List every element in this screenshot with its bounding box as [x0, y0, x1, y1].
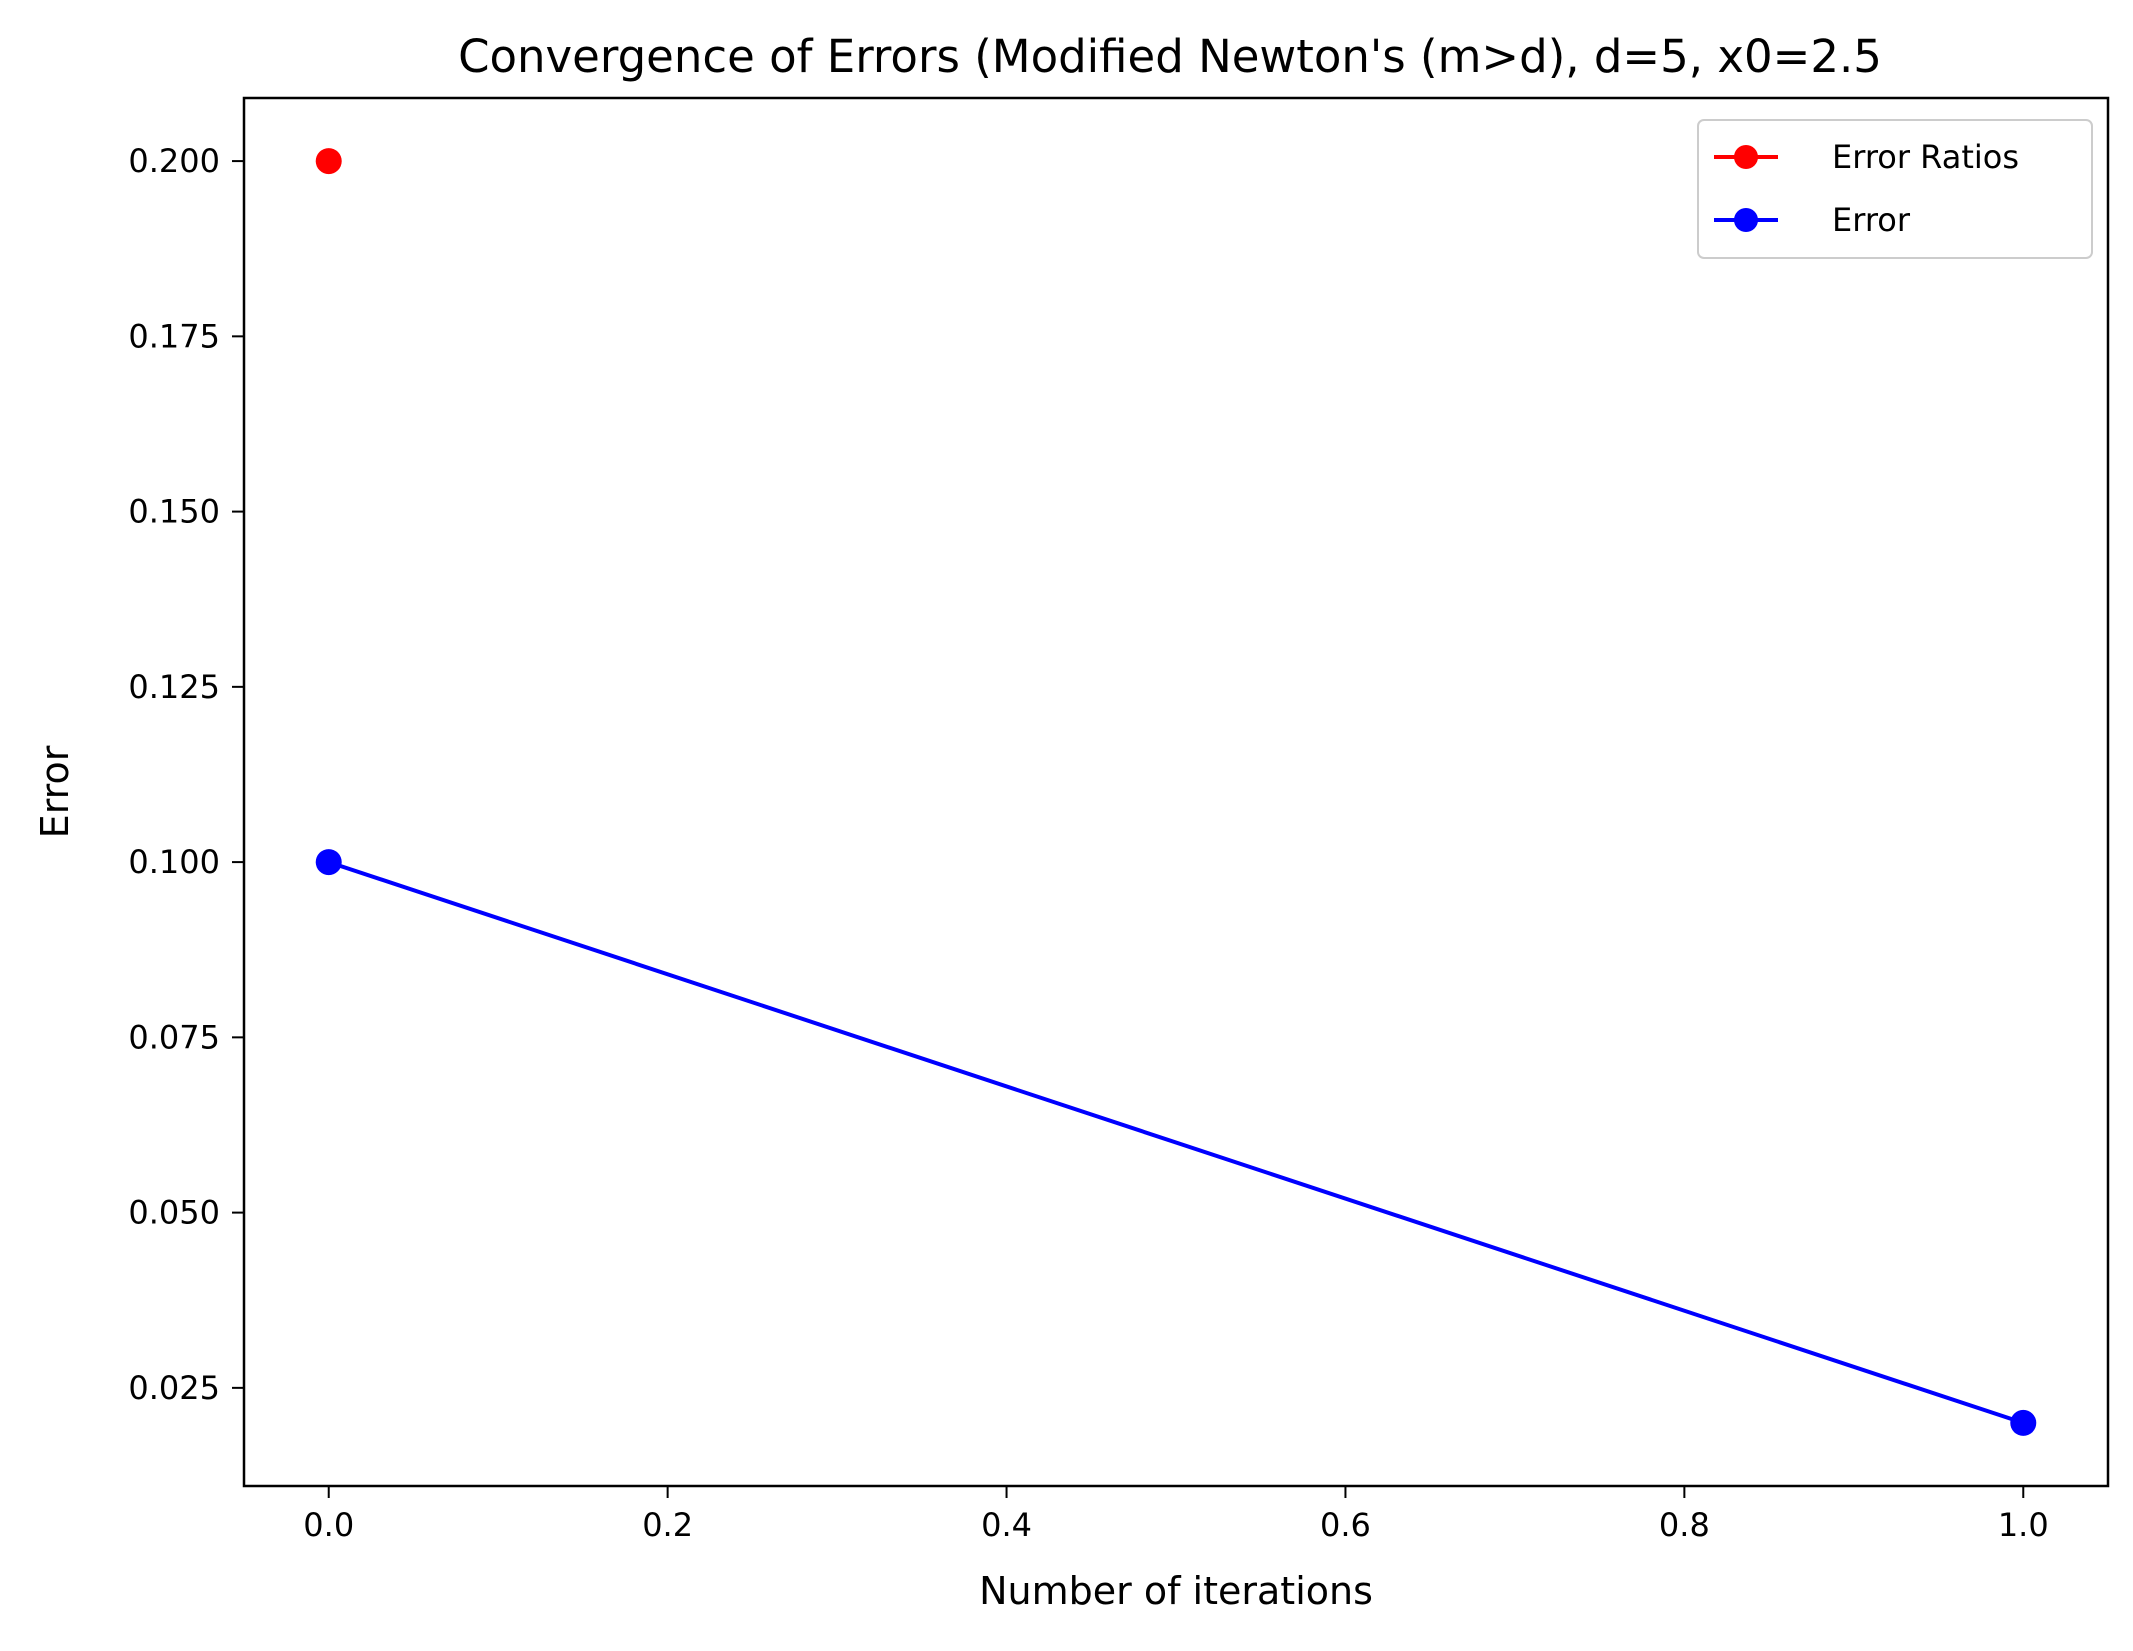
x-tick-label: 0.8: [1659, 1506, 1710, 1544]
y-axis: 0.025 0.050 0.075 0.100 0.125 0.150 0.175 0.200: [128, 142, 244, 1407]
x-tick-label: 0.0: [303, 1506, 354, 1544]
legend-marker-error: [1734, 208, 1758, 232]
data-point-error-ratios: [315, 148, 342, 175]
y-axis-label: Error: [33, 745, 77, 838]
y-tick-label: 0.075: [128, 1018, 220, 1056]
y-tick-label: 0.150: [128, 493, 220, 531]
y-tick-label: 0.175: [128, 317, 220, 355]
chart-title: Convergence of Errors (Modified Newton's…: [458, 30, 1882, 83]
legend-label-error-ratios: Error Ratios: [1832, 138, 2019, 176]
x-tick-label: 0.4: [981, 1506, 1032, 1544]
legend-marker-error-ratios: [1734, 145, 1758, 169]
x-tick-label: 0.2: [642, 1506, 693, 1544]
data-point-error: [315, 849, 342, 876]
y-tick-label: 0.050: [128, 1194, 220, 1232]
legend-box: [1697, 119, 2093, 259]
y-tick-label: 0.200: [128, 142, 220, 180]
x-axis-label: Number of iterations: [979, 1569, 1373, 1613]
x-axis: 0.0 0.2 0.4 0.6 0.8 1.0: [303, 1486, 2049, 1544]
y-tick-label: 0.125: [128, 668, 220, 706]
axes-frame: [242, 96, 2110, 1488]
series-line-error: [328, 860, 2024, 1425]
data-point-error: [2010, 1409, 2037, 1436]
plot-area: [315, 148, 2037, 1436]
x-tick-label: 0.6: [1320, 1506, 1371, 1544]
legend-label-error: Error: [1832, 201, 1911, 239]
legend: Error Ratios Error: [1697, 119, 2093, 259]
x-tick-label: 1.0: [1998, 1506, 2049, 1544]
y-tick-label: 0.025: [128, 1369, 220, 1407]
y-tick-label: 0.100: [128, 843, 220, 881]
